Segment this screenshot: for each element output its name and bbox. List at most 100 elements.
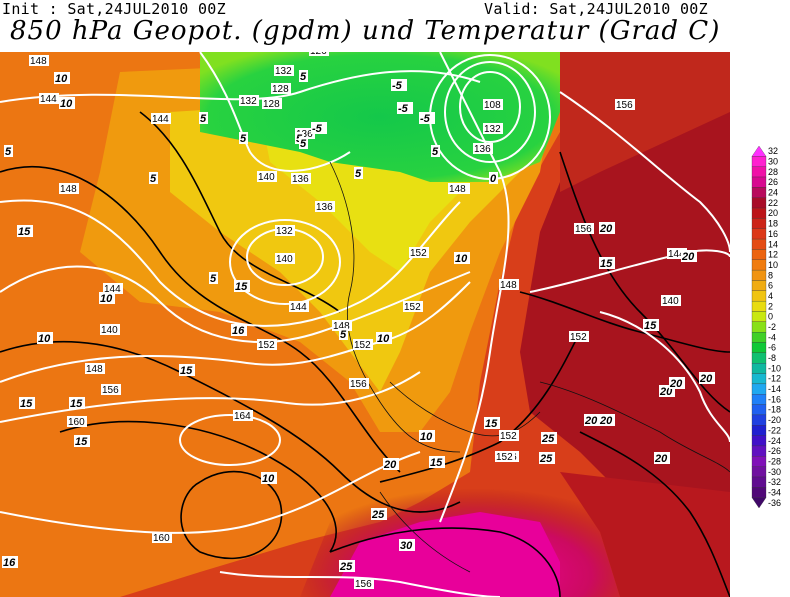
geopotential-label-bg — [473, 143, 493, 154]
legend-swatch — [751, 435, 767, 447]
temperature-label-bg — [599, 414, 615, 426]
legend-swatch — [751, 187, 767, 198]
legend-swatch — [751, 352, 767, 364]
temperature-label: 10 — [38, 333, 51, 345]
legend-label: 30 — [768, 157, 778, 167]
temperature-label-bg — [299, 137, 308, 149]
temperature-label: 0 — [490, 173, 497, 185]
legend-label: 12 — [768, 250, 778, 260]
geopotential-label-bg — [257, 171, 277, 182]
temperature-label: -5 — [420, 113, 431, 125]
geopotential-label: 148 — [30, 56, 47, 67]
legend-label: 24 — [768, 188, 778, 198]
legend-label: -18 — [768, 405, 781, 415]
geopotential-label: 152 — [258, 340, 275, 351]
legend-label: 32 — [768, 146, 778, 156]
geopotential-label-bg — [59, 183, 79, 194]
temperature-label-bg — [231, 324, 247, 336]
geopotential-label: 156 — [616, 100, 633, 111]
geopotential-label-bg — [499, 430, 519, 441]
legend-label: -6 — [768, 343, 776, 353]
temperature-label: 15 — [20, 398, 33, 410]
temperature-label: 5 — [300, 138, 307, 150]
temperature-label: 20 — [669, 378, 683, 390]
color-legend: 32302826242220181614121086420-2-4-6-8-10… — [751, 145, 781, 509]
legend-label: 4 — [768, 291, 773, 301]
temperature-label: 16 — [232, 325, 245, 337]
temperature-labels: 1010151010151515101015152020252025302516… — [2, 70, 715, 573]
geopotential-label: 140 — [662, 296, 679, 307]
temperature-label: 5 — [432, 146, 439, 158]
geopotential-label-bg — [499, 279, 519, 290]
temperature-label-bg — [541, 432, 557, 444]
legend-swatch — [751, 456, 767, 467]
legend-label: 10 — [768, 260, 778, 270]
legend-label: 2 — [768, 301, 773, 311]
geopotential-label: 108 — [484, 100, 501, 111]
legend-label: -34 — [768, 487, 781, 497]
temperature-label-bg — [643, 319, 659, 331]
geopotential-label-bg — [151, 113, 171, 124]
temperature-label-bg — [584, 414, 600, 426]
geopotential-label-bg — [309, 52, 329, 56]
isotherm-contours — [0, 111, 730, 597]
geopotential-label-bg — [409, 247, 429, 258]
temperature-label: 16 — [3, 557, 16, 569]
geopotential-label-bg — [233, 410, 253, 421]
temperature-label: 25 — [371, 509, 385, 521]
legend-label: 28 — [768, 167, 778, 177]
legend-swatch — [751, 311, 767, 322]
geopotential-label: 160 — [68, 417, 85, 428]
geopotential-label: 128 — [263, 99, 280, 110]
legend-swatch — [751, 363, 767, 374]
legend-label: -4 — [768, 332, 776, 342]
legend-swatch — [751, 238, 767, 250]
temperature-label: 15 — [235, 281, 248, 293]
legend-label: -22 — [768, 425, 781, 435]
temperature-label: 15 — [600, 258, 613, 270]
temperature-label-bg — [419, 430, 435, 442]
legend-swatch — [751, 290, 767, 302]
geopotential-label-bg — [483, 99, 503, 110]
geopotential-label: 152 — [496, 452, 513, 463]
geopotential-label-bg — [275, 225, 295, 236]
geopotential-label-bg — [257, 339, 277, 350]
legend-label: 6 — [768, 281, 773, 291]
legend-label: 16 — [768, 229, 778, 239]
geopotential-label: 144 — [290, 302, 307, 313]
geopotential-label: 152 — [570, 332, 587, 343]
temperature-label-bg — [391, 79, 407, 91]
temperature-label-bg — [299, 70, 308, 82]
chart-title: 850 hPa Geopot. (gpdm) und Temperatur (G… — [10, 16, 721, 46]
geopotential-label-bg — [574, 223, 594, 234]
temperature-label: 15 — [430, 457, 443, 469]
temperature-label-bg — [681, 250, 697, 262]
geopotential-label-bg — [615, 99, 635, 110]
darkred-region — [520, 92, 730, 522]
temperature-label-bg — [484, 417, 500, 429]
legend-swatch — [751, 383, 767, 395]
temperature-label-bg — [419, 112, 435, 124]
legend-swatch — [751, 414, 767, 426]
geopotential-label: 152 — [500, 431, 517, 442]
geopotential-label: 132 — [484, 124, 501, 135]
temperature-label-bg — [149, 172, 158, 184]
legend-swatch — [751, 476, 767, 488]
temperature-label-bg — [669, 377, 685, 389]
legend-label: -14 — [768, 384, 781, 394]
temperature-label: 20 — [383, 459, 397, 471]
geopotential-label-bg — [661, 295, 681, 306]
temperature-label: 15 — [180, 365, 193, 377]
temperature-label: 5 — [200, 113, 207, 125]
temperature-label: 25 — [541, 433, 555, 445]
temperature-label: -5 — [392, 80, 403, 92]
geopotential-label: 126 — [310, 52, 327, 57]
temperature-label-bg — [37, 332, 53, 344]
geopotential-label: 144 — [104, 284, 121, 295]
temperature-label: 5 — [300, 71, 307, 83]
temperature-label: 10 — [55, 73, 68, 85]
temperature-label-bg — [179, 364, 195, 376]
legend-label: -8 — [768, 353, 776, 363]
temperature-label: 15 — [18, 226, 31, 238]
legend-swatch — [751, 218, 767, 229]
